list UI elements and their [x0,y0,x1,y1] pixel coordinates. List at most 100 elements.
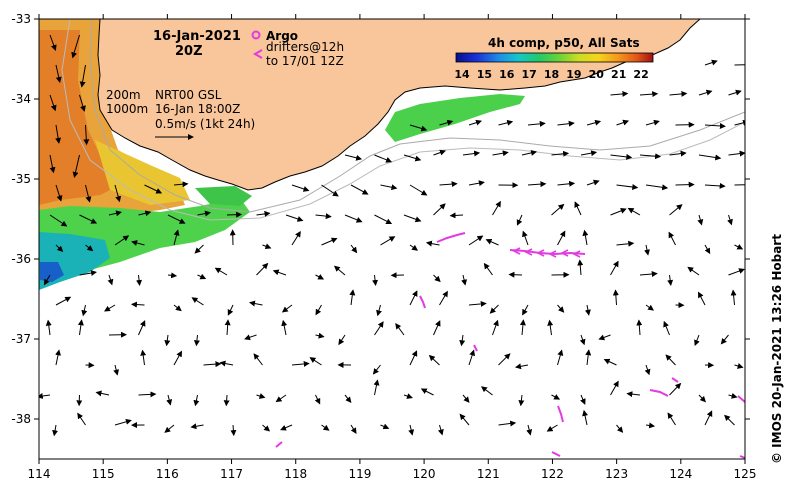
current-arrow [52,424,59,437]
latitude-axis: -33 -34 -35 -36 -37 -38 [11,12,750,426]
current-arrow [616,424,624,433]
current-arrow [521,149,538,156]
current-arrow [55,184,63,202]
current-source: NRT00 GSL [155,88,222,102]
current-arrow [376,304,382,317]
current-arrow [49,154,56,174]
current-arrow [403,393,413,399]
current-arrow [728,89,742,96]
lon-tick-label: 124 [669,467,692,481]
current-arrow [645,119,660,126]
current-arrow [380,184,398,191]
drifter-markers [512,247,581,258]
current-arrow [380,423,390,430]
current-arrow [309,357,322,366]
current-arrow [519,319,526,336]
current-arrow [79,214,98,224]
current-arrow [409,244,419,251]
current-arrow [492,200,501,216]
lon-tick-label: 118 [284,467,307,481]
colorbar [455,52,654,63]
current-arrow [557,230,566,246]
current-arrow [409,350,418,366]
current-arrow [420,388,434,396]
current-arrow [730,289,737,306]
current-arrow [321,237,338,246]
current-arrow [425,240,440,247]
current-arrow [314,394,321,405]
drifter-marker [536,249,545,257]
current-arrow [639,91,659,98]
current-arrow [108,210,122,217]
colorbar-tick-label: 14 [454,68,470,81]
current-arrow [610,380,619,396]
current-arrow [428,354,440,366]
current-arrow [582,409,588,426]
current-arrow [107,274,114,286]
colorbar-tick-label: 18 [544,68,559,81]
current-arrow [77,319,84,336]
current-arrow [203,361,222,368]
drifter-until: to 17/01 12Z [266,54,344,68]
current-arrow [291,360,310,367]
current-arrow [585,349,592,366]
current-arrow [704,59,718,66]
current-arrow [728,392,738,399]
current-arrow [167,272,178,279]
current-arrow [291,230,301,246]
current-arrow [644,244,650,256]
current-arrow [114,184,122,203]
sst-yellow-band [95,140,190,205]
current-arrow [372,364,381,375]
drifter-marker [548,250,557,258]
current-arrow [698,394,706,403]
drifter-label: drifters@12h [266,40,344,54]
current-arrow [224,319,231,336]
current-arrow [598,334,611,341]
current-arrow [492,319,499,336]
current-arrow [462,394,470,403]
current-arrow [498,420,517,427]
current-arrow [113,364,120,376]
current-arrow [616,240,635,247]
lon-tick-label: 116 [156,467,179,481]
current-arrow [49,34,57,51]
plot-frame [38,18,746,460]
current-arrow [409,290,418,306]
current-arrow [291,184,310,192]
current-arrow [508,271,523,278]
current-arrow [344,394,352,403]
current-arrow [173,181,189,188]
colorbar-tick-label: 22 [633,68,648,81]
current-arrow [698,154,722,161]
current-arrow [194,244,204,254]
current-arrow [262,424,271,432]
current-arrow [459,334,466,347]
lat-tick-label: -33 [11,12,31,26]
drifter-track [557,405,564,423]
current-arrow [285,214,304,222]
current-arrow [81,304,88,317]
lon-tick-label: 122 [541,467,564,481]
current-arrow [603,358,617,366]
current-arrow [114,418,132,426]
lon-tick-label: 114 [28,467,51,481]
current-arrow [350,424,357,434]
current-arrow [79,270,97,276]
current-arrow [95,390,110,397]
current-arrow [574,201,582,216]
lat-tick-label: -34 [11,92,31,106]
current-arrow [227,304,234,316]
current-arrow [315,274,325,280]
drifter-track [649,389,669,397]
current-arrow [321,424,330,431]
current-arrow [645,304,655,311]
current-arrow [193,334,200,347]
current-arrow [527,181,547,188]
colorbar-tick-label: 15 [477,68,492,81]
current-arrow [516,214,523,226]
current-arrow [280,424,293,431]
current-arrow [586,119,602,126]
isobath-1000m [61,19,745,221]
current-arrow [547,319,554,336]
